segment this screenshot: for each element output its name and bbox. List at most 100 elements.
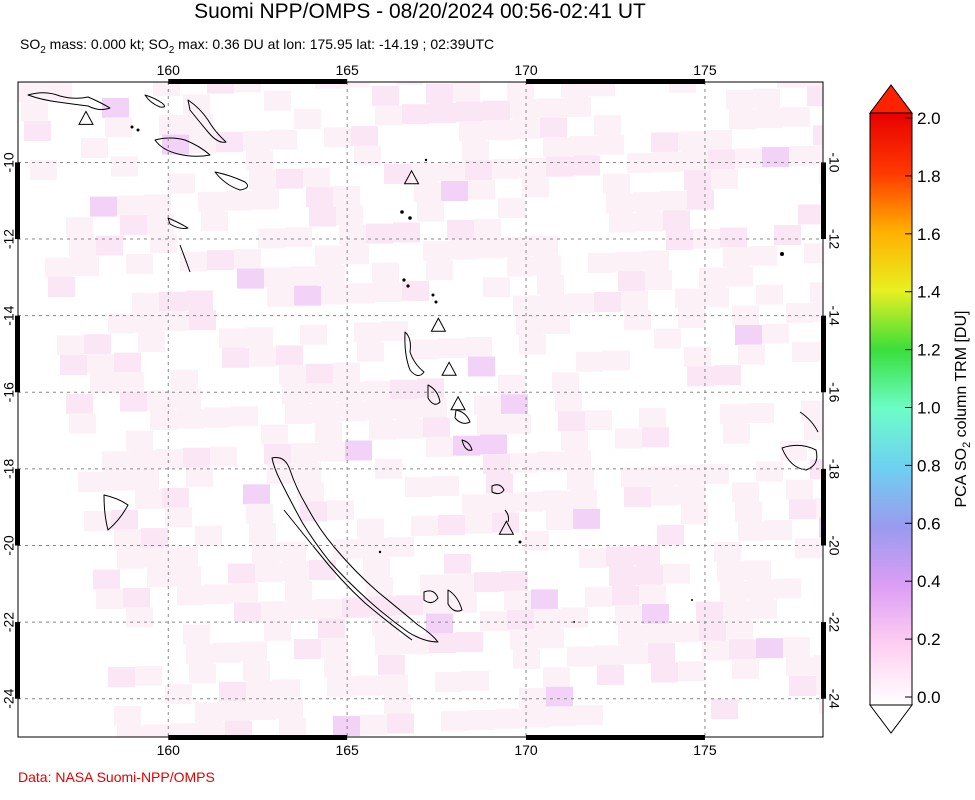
retrieval-pixel [681,504,708,525]
colorbar-tick-label: 0.4 [917,572,941,591]
retrieval-pixel [315,598,342,619]
coastline-fiji-viti [781,444,818,471]
retrieval-pixel [567,646,594,667]
retrieval-pixel [339,401,366,422]
retrieval-pixel [120,214,147,235]
retrieval-pixel [633,545,660,566]
retrieval-pixel [285,227,312,248]
retrieval-pixel [117,725,144,737]
retrieval-pixel [627,153,654,174]
volcano-marker [450,395,466,411]
retrieval-pixel [609,212,636,233]
retrieval-pixel [747,579,774,600]
coastline-malaita [187,99,227,143]
volcano-marker [78,110,94,125]
retrieval-pixel [225,720,252,737]
retrieval-pixel [819,694,823,715]
retrieval-pixel [111,156,138,177]
retrieval-pixel [708,149,735,170]
retrieval-pixel [405,477,432,498]
retrieval-pixel [108,313,135,334]
retrieval-pixel [789,145,816,166]
retrieval-pixel [735,501,762,522]
retrieval-pixel [267,286,294,307]
retrieval-pixel [186,467,213,488]
colorbar-tick-label: 0.2 [917,630,941,649]
retrieval-pixel [126,253,153,274]
retrieval-pixel [648,643,675,663]
retrieval-pixel [261,424,288,445]
retrieval-pixel [105,117,132,138]
retrieval-pixel [96,235,123,256]
retrieval-pixel [534,608,561,629]
retrieval-pixel [162,134,189,155]
retrieval-pixel [639,407,666,428]
retrieval-pixel [261,601,288,622]
retrieval-pixel [102,451,129,472]
retrieval-pixel [474,572,501,593]
retrieval-pixel [837,635,864,655]
retrieval-pixel [753,88,780,109]
retrieval-pixel [456,101,483,122]
retrieval-pixel [312,402,339,423]
retrieval-pixel [186,113,213,134]
retrieval-pixel [498,198,525,219]
retrieval-pixel [420,397,447,418]
retrieval-pixel [117,195,144,216]
retrieval-pixel [588,253,615,273]
frame-bar-right [821,315,826,393]
retrieval-pixel [21,101,48,122]
retrieval-pixel [510,452,537,473]
retrieval-pixel [144,547,171,568]
retrieval-pixel [762,323,789,344]
retrieval-pixel [219,681,246,702]
retrieval-pixel [687,189,714,210]
retrieval-pixel [531,589,558,610]
coastline-rennell [167,217,189,229]
retrieval-pixel [750,245,777,266]
retrieval-pixel [216,132,243,153]
retrieval-pixel [816,144,823,165]
retrieval-pixel [720,580,747,601]
lon-tick-label-top: 165 [335,62,359,78]
retrieval-pixel [297,481,324,502]
frame-bar-top [168,79,348,84]
retrieval-pixel [321,284,348,305]
retrieval-pixel [309,559,336,580]
retrieval-pixel [84,334,111,355]
retrieval-pixel [318,441,345,462]
retrieval-pixel [519,334,546,355]
retrieval-pixel [789,499,816,520]
retrieval-pixel [375,282,402,303]
retrieval-pixel [375,458,402,479]
retrieval-pixel [675,288,702,309]
retrieval-pixel [507,82,534,100]
retrieval-pixel [813,125,823,146]
retrieval-pixel [291,266,318,287]
retrieval-pixel [387,536,414,557]
retrieval-pixel [543,313,570,334]
retrieval-pixel [477,238,504,259]
retrieval-pixel [825,203,852,223]
retrieval-pixel [426,260,453,281]
retrieval-pixel [375,105,402,126]
retrieval-pixel [723,423,750,444]
retrieval-pixel [723,247,750,267]
retrieval-pixel [264,444,291,465]
retrieval-pixel [567,469,594,490]
retrieval-pixel [291,442,318,463]
coastline-chesterfield [103,494,129,531]
retrieval-pixel [219,328,246,349]
retrieval-pixel [453,82,480,103]
colorbar-tick-label: 0.8 [917,456,941,475]
coastline-vanuatu-malekula [427,384,441,405]
retrieval-pixel [78,472,105,492]
lat-tick-label-left: -18 [1,459,17,479]
retrieval-pixel [267,463,294,484]
retrieval-pixel [228,563,255,584]
retrieval-pixel [720,404,747,425]
retrieval-pixel [594,292,621,312]
retrieval-pixel [243,661,270,681]
retrieval-pixel [603,350,630,371]
retrieval-pixel [597,134,624,155]
